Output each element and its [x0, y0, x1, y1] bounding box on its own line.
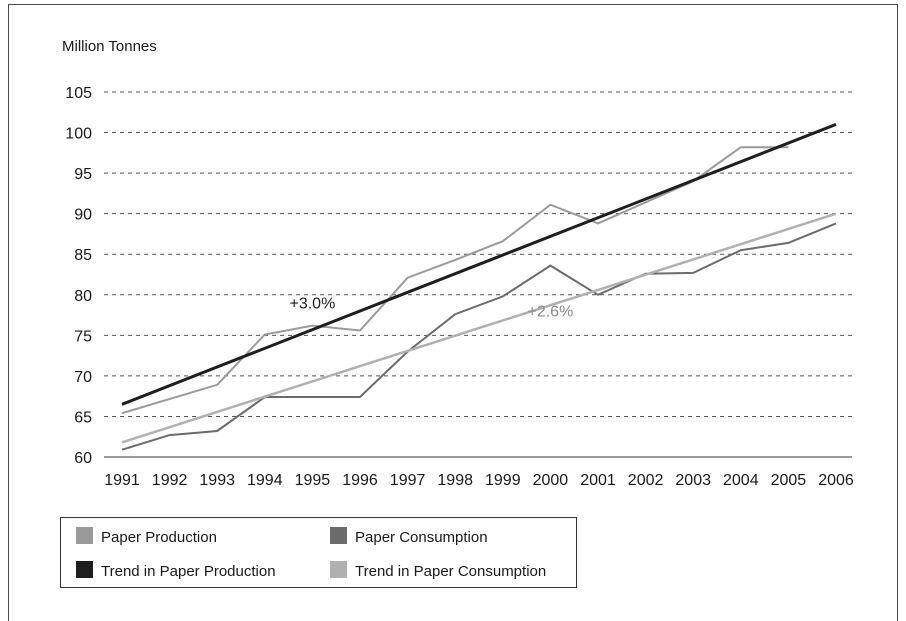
legend-swatch [330, 561, 347, 578]
x-tick-label: 1999 [485, 472, 521, 489]
x-tick-label: 2001 [580, 472, 616, 489]
legend-label: Trend in Paper Consumption [355, 563, 546, 580]
y-tick-label: 60 [74, 450, 92, 467]
grid [104, 91, 852, 458]
legend-swatch [330, 527, 347, 544]
x-tick-label: 2006 [818, 472, 854, 489]
x-tick-label: 2003 [675, 472, 711, 489]
series-line-paper-production [121, 146, 789, 415]
y-tick-label: 65 [74, 409, 92, 426]
y-tick-label: 70 [74, 369, 92, 386]
annotations: +3.0% +2.6% [289, 296, 573, 321]
x-tick-label: 1993 [199, 472, 235, 489]
x-tick-label: 2004 [723, 472, 759, 489]
y-tick-label: 80 [74, 288, 92, 305]
series-line-trend-in-paper-consumption [121, 212, 837, 444]
series-line-paper-consumption [121, 222, 837, 451]
x-tick-label: 2000 [533, 472, 569, 489]
legend-label: Trend in Paper Production [101, 563, 276, 580]
series-line-trend-in-paper-production [121, 123, 837, 406]
annotation-label: +3.0% [289, 296, 335, 313]
y-tick-label: 90 [74, 207, 92, 224]
x-tick-label: 1996 [342, 472, 378, 489]
chart-border [8, 4, 898, 621]
y-axis-label: Million Tonnes [62, 38, 157, 55]
x-tick-label: 1994 [247, 472, 283, 489]
legend-label: Paper Production [101, 529, 217, 546]
x-tick-label: 2002 [628, 472, 664, 489]
x-tick-label: 1991 [104, 472, 140, 489]
legend-label: Paper Consumption [355, 529, 488, 546]
y-ticks: 60 65 70 75 80 85 90 95 100 105 [65, 85, 92, 467]
legend-swatch [76, 561, 93, 578]
annotation-label: +2.6% [527, 304, 573, 321]
x-tick-label: 1995 [295, 472, 331, 489]
y-tick-label: 95 [74, 166, 92, 183]
legend: Paper Production Paper Consumption Trend i… [60, 517, 577, 588]
y-tick-label: 100 [65, 126, 92, 143]
y-tick-label: 85 [74, 247, 92, 264]
legend-box [60, 517, 577, 588]
x-tick-label: 2005 [771, 472, 807, 489]
y-tick-label: 105 [65, 85, 92, 102]
y-tick-label: 75 [74, 328, 92, 345]
x-tick-label: 1997 [390, 472, 426, 489]
x-tick-label: 1992 [152, 472, 188, 489]
series-lines [121, 123, 837, 451]
x-tick-label: 1998 [437, 472, 473, 489]
legend-swatch [76, 527, 93, 544]
x-ticks: 1991 1992 1993 1994 1995 1996 1997 1998 1999 2000… [104, 472, 854, 489]
